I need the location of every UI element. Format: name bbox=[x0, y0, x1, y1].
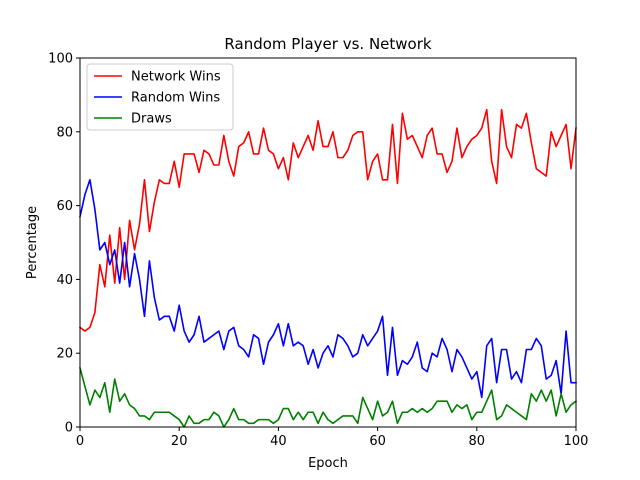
legend-box bbox=[86, 63, 234, 131]
y-axis-label: Percentage bbox=[25, 206, 40, 279]
y-tick-label: 40 bbox=[56, 273, 73, 288]
series-line-random-wins bbox=[79, 178, 577, 399]
x-tick-label: 100 bbox=[564, 434, 589, 449]
y-tick-label: 0 bbox=[65, 421, 73, 436]
chart-title: Random Player vs. Network bbox=[224, 35, 431, 53]
x-tick-label: 80 bbox=[469, 434, 486, 449]
x-axis-label: Epoch bbox=[308, 456, 348, 471]
x-tick-label: 60 bbox=[369, 434, 386, 449]
x-tick-label: 40 bbox=[270, 434, 287, 449]
series-line-network-wins bbox=[78, 108, 577, 332]
series-line-draws bbox=[79, 366, 578, 428]
legend-label: Network Wins bbox=[131, 70, 221, 85]
plot-area bbox=[78, 108, 578, 428]
x-tick-label: 20 bbox=[171, 434, 188, 449]
y-tick-label: 20 bbox=[56, 347, 73, 362]
legend-label: Draws bbox=[131, 112, 172, 127]
axis-ticks: 0 20 40 60 80 100 0 20 40 60 80 100 bbox=[48, 52, 588, 450]
y-tick-label: 80 bbox=[56, 125, 73, 140]
plot-frame bbox=[79, 57, 577, 428]
y-tick-label: 100 bbox=[48, 52, 73, 67]
legend: Network Wins Random Wins Draws bbox=[86, 63, 234, 131]
legend-label: Random Wins bbox=[131, 91, 220, 106]
x-tick-label: 0 bbox=[76, 434, 84, 449]
y-tick-label: 60 bbox=[56, 199, 73, 214]
